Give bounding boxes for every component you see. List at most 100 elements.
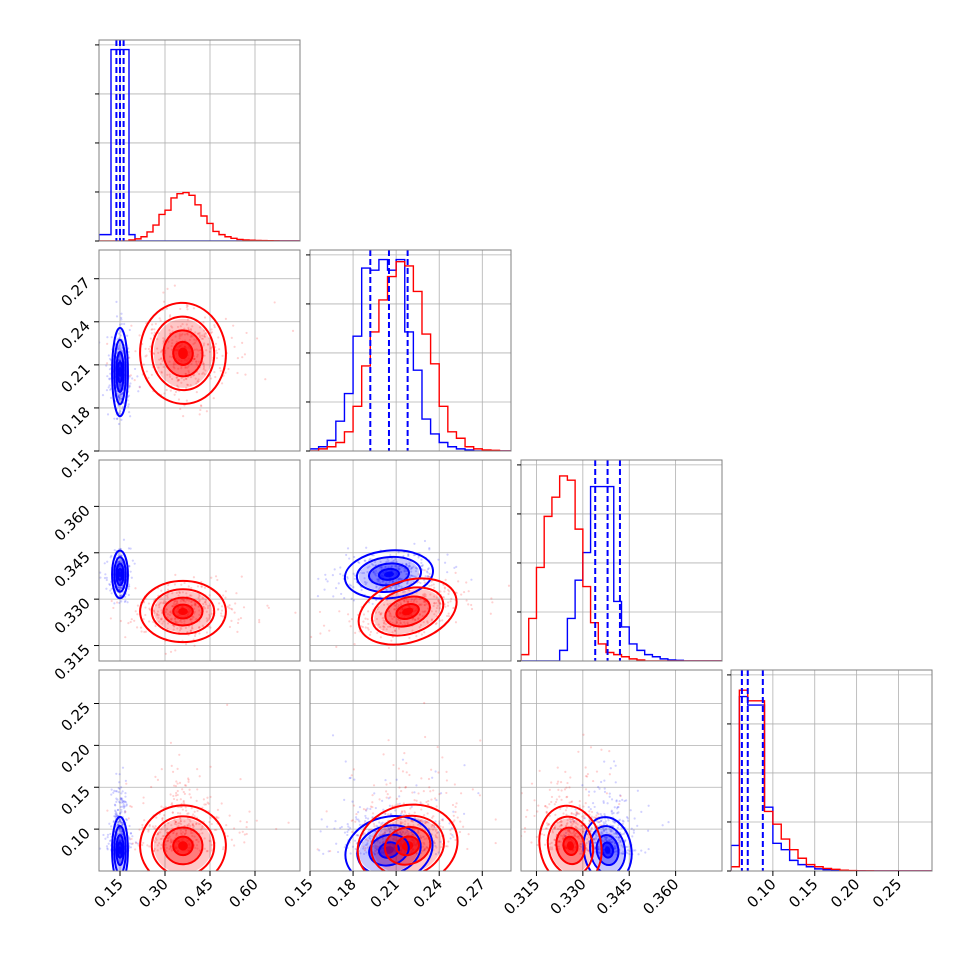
sample-point xyxy=(153,331,156,334)
sample-point xyxy=(201,334,204,337)
sample-point xyxy=(324,578,328,581)
sample-point xyxy=(119,586,122,589)
sample-point xyxy=(404,786,407,789)
sample-point xyxy=(589,746,593,749)
sample-point xyxy=(192,358,195,361)
sample-point xyxy=(242,606,246,609)
sample-point xyxy=(172,602,175,605)
sample-point xyxy=(209,840,212,843)
sample-point xyxy=(432,824,436,827)
sample-point xyxy=(125,818,128,821)
sample-point xyxy=(628,853,631,856)
sample-point xyxy=(418,613,422,616)
sample-point xyxy=(415,597,418,600)
sample-point xyxy=(159,847,162,850)
sample-point xyxy=(148,608,152,611)
sample-point xyxy=(258,621,261,624)
sample-point xyxy=(106,833,110,836)
sample-point xyxy=(180,367,183,370)
sample-point xyxy=(121,805,124,808)
sample-point xyxy=(357,560,360,564)
sample-point xyxy=(375,824,378,827)
sample-point xyxy=(456,816,459,819)
sample-point xyxy=(565,806,568,809)
sample-point xyxy=(181,788,184,791)
sample-point xyxy=(615,846,618,849)
sample-point xyxy=(592,837,595,840)
sample-point xyxy=(615,807,619,810)
sample-point xyxy=(121,349,124,353)
sample-point xyxy=(550,781,553,784)
sample-point xyxy=(388,839,391,842)
sample-point xyxy=(149,337,152,340)
sample-point xyxy=(429,790,432,793)
sample-point xyxy=(193,357,196,360)
sample-point xyxy=(627,819,630,822)
sample-point xyxy=(557,840,561,843)
sample-point xyxy=(105,362,109,365)
sample-point xyxy=(118,382,121,385)
sample-point xyxy=(429,593,432,596)
sample-point xyxy=(423,603,426,607)
x-tick-label: 0.27 xyxy=(453,875,489,911)
sample-point xyxy=(171,330,174,333)
sample-point xyxy=(362,613,366,616)
sample-point xyxy=(198,334,201,337)
sample-point xyxy=(412,601,415,604)
sample-point xyxy=(587,794,590,797)
sample-point xyxy=(394,838,397,842)
sample-point xyxy=(423,594,426,597)
sample-point xyxy=(136,842,140,845)
sample-point xyxy=(335,842,338,845)
sample-point xyxy=(172,362,175,365)
red-contours-3-1 xyxy=(139,579,227,644)
panel-background xyxy=(99,40,300,241)
sample-point xyxy=(108,384,111,387)
sample-point xyxy=(661,824,664,827)
sample-point xyxy=(204,599,207,602)
sample-point xyxy=(110,336,113,339)
sample-point xyxy=(152,609,155,612)
sample-point xyxy=(179,618,182,622)
sample-point xyxy=(402,554,405,558)
sample-point xyxy=(471,788,474,791)
sample-point xyxy=(196,847,199,850)
sample-point xyxy=(372,554,375,557)
sample-point xyxy=(179,812,182,815)
sample-point xyxy=(577,750,580,753)
sample-point xyxy=(361,571,364,575)
sample-point xyxy=(399,831,402,834)
sample-point xyxy=(404,831,407,834)
sample-point xyxy=(164,600,167,604)
sample-point xyxy=(116,808,119,812)
sample-point xyxy=(462,812,466,815)
sample-point xyxy=(339,826,342,830)
sample-point xyxy=(583,817,586,820)
sample-point xyxy=(390,639,393,642)
sample-point xyxy=(170,824,173,827)
sample-point xyxy=(399,833,403,836)
sample-point xyxy=(450,827,453,830)
sample-point xyxy=(113,417,116,420)
sample-point xyxy=(605,831,608,834)
sample-point xyxy=(150,373,153,376)
sample-point xyxy=(415,799,418,802)
sample-point xyxy=(582,733,585,736)
sample-point xyxy=(148,350,151,353)
sample-point xyxy=(423,838,426,841)
sample-point xyxy=(384,779,387,782)
sample-point xyxy=(632,829,635,832)
sample-point xyxy=(596,811,599,814)
contour-line xyxy=(377,567,400,581)
sample-point xyxy=(152,609,155,613)
sample-point xyxy=(382,841,385,844)
panel-background xyxy=(310,250,511,451)
sample-point xyxy=(365,581,368,584)
y-tick-label: 0.15 xyxy=(57,446,93,482)
sample-point xyxy=(177,367,180,370)
sample-point xyxy=(614,764,617,767)
sample-point xyxy=(197,378,200,381)
sample-point xyxy=(386,829,389,832)
sample-point xyxy=(430,618,434,621)
sample-point xyxy=(165,608,168,611)
